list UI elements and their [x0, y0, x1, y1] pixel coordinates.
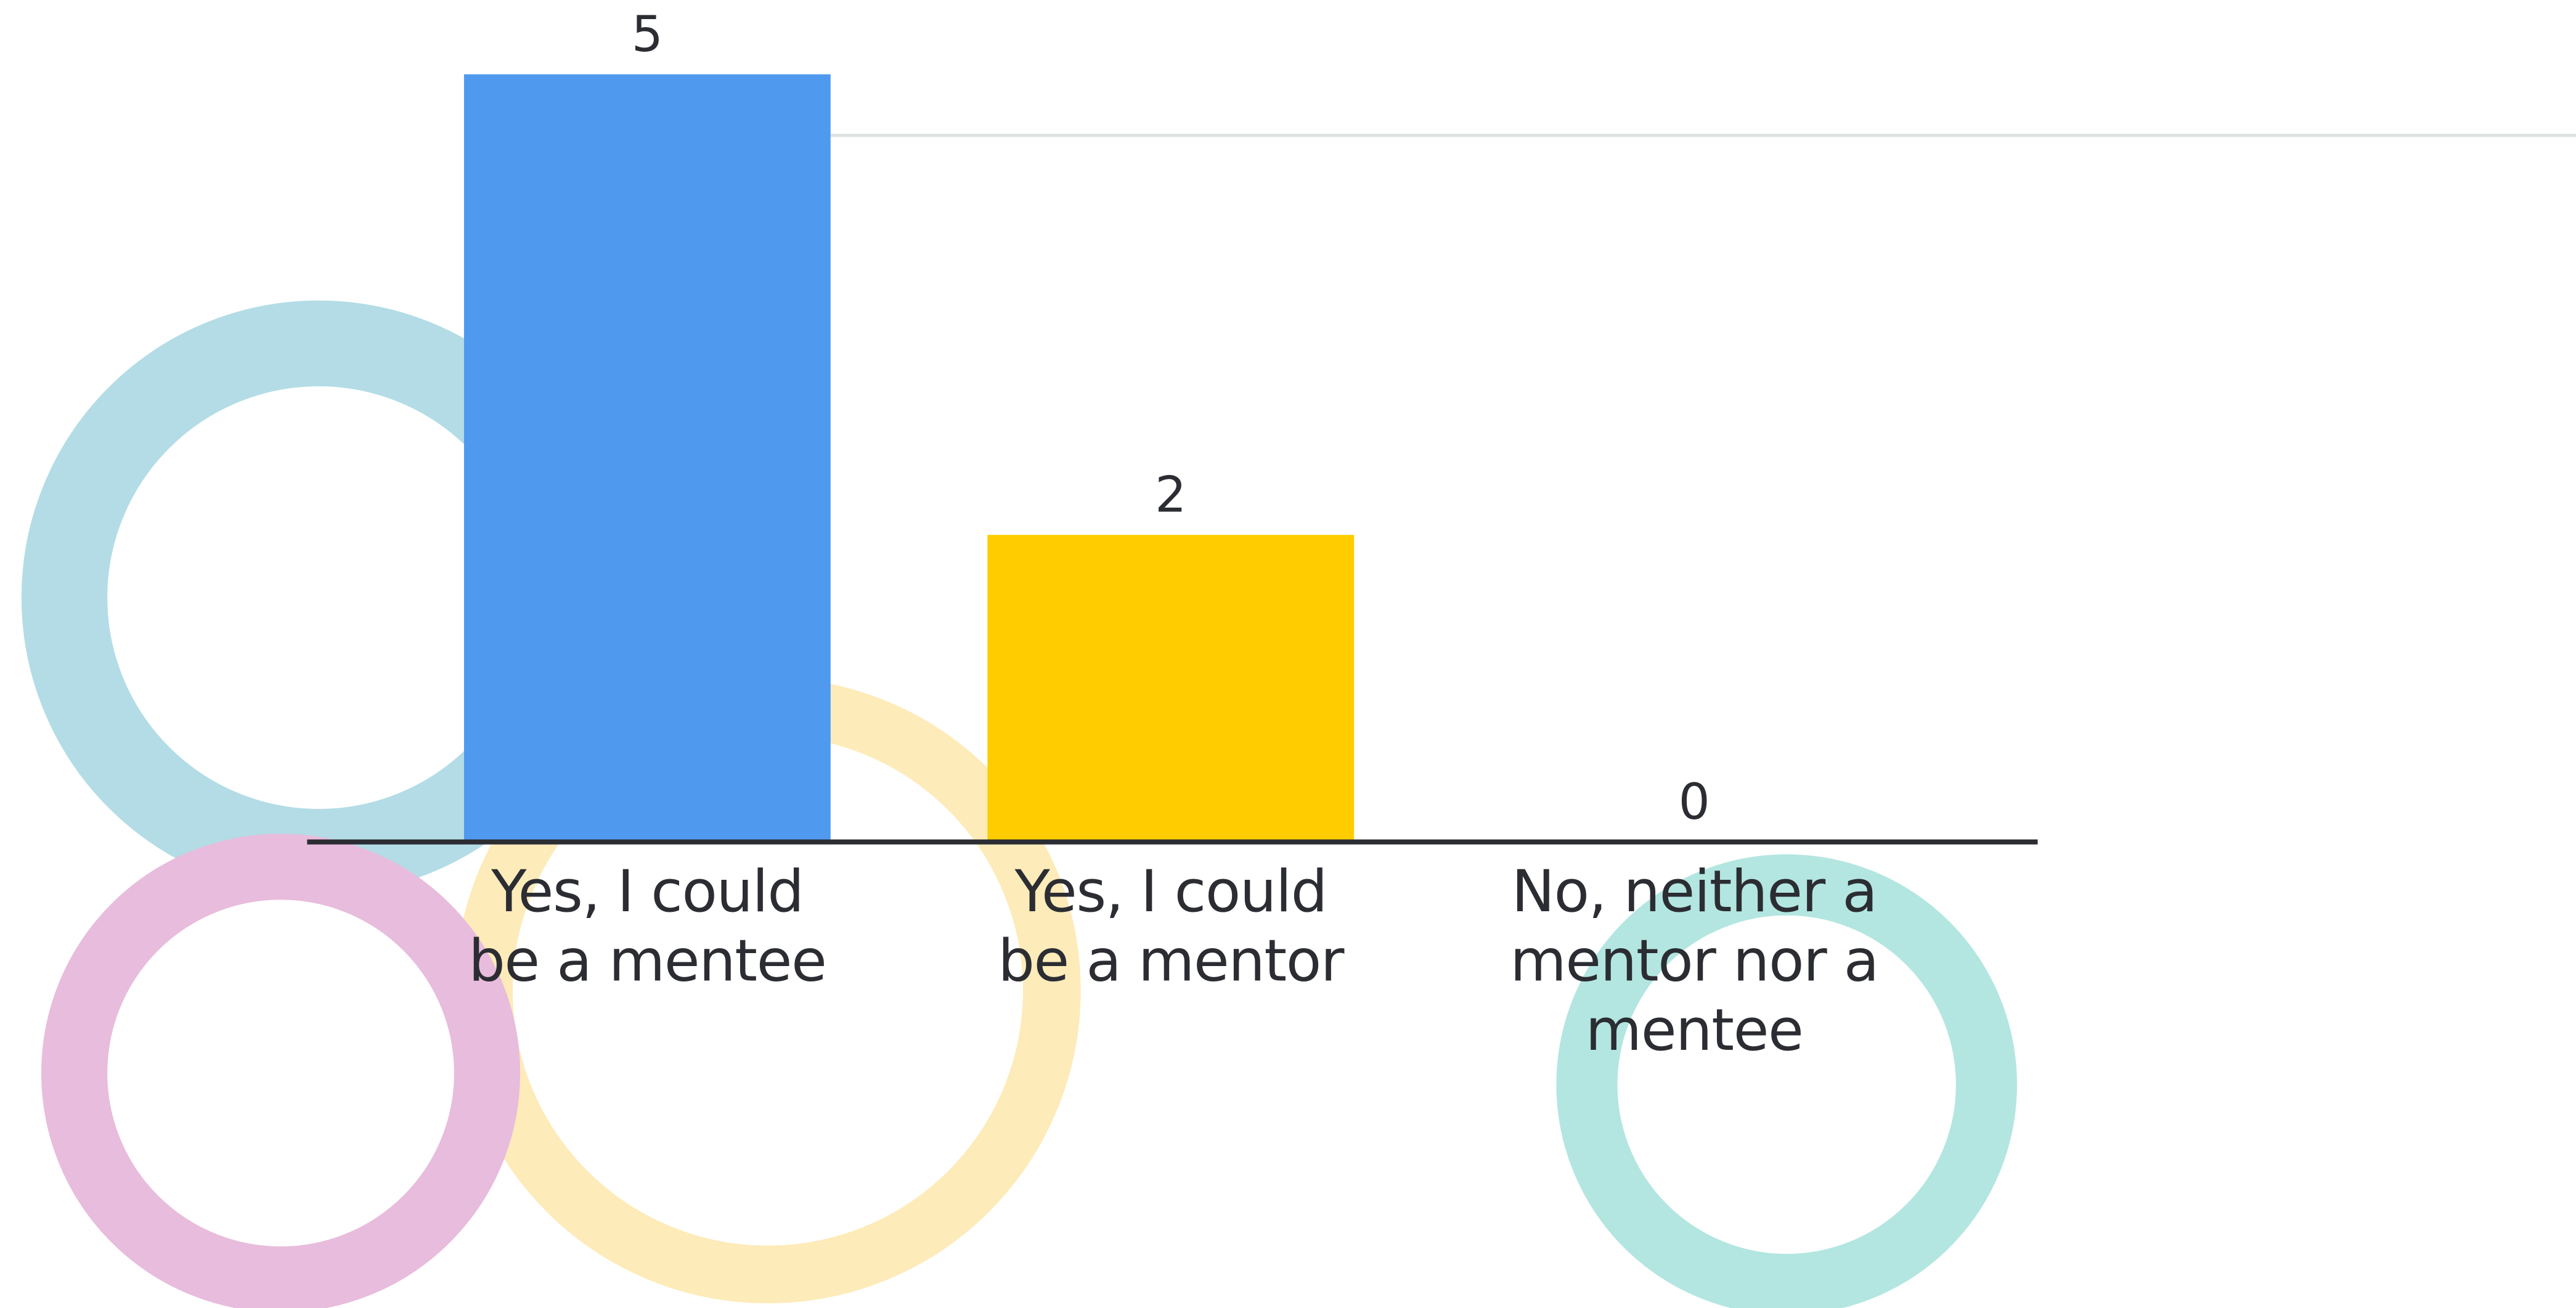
- category-label: Yes, I could be a mentor: [998, 860, 1344, 996]
- category-label-box: No, neither a mentor nor a mentee: [1510, 860, 1879, 1065]
- data-label: 0: [1679, 773, 1710, 831]
- ring: [1556, 854, 2017, 1308]
- category-label-box: Yes, I could be a mentee: [468, 860, 827, 996]
- category-label-box: Yes, I could be a mentor: [998, 860, 1344, 996]
- category-label: No, neither a mentor nor a mentee: [1510, 860, 1879, 1065]
- category-label: Yes, I could be a mentee: [468, 860, 827, 996]
- data-label: 2: [1155, 466, 1186, 524]
- bar: [463, 74, 831, 842]
- ring: [41, 834, 520, 1308]
- bar: [987, 535, 1355, 842]
- data-label: 5: [632, 5, 663, 63]
